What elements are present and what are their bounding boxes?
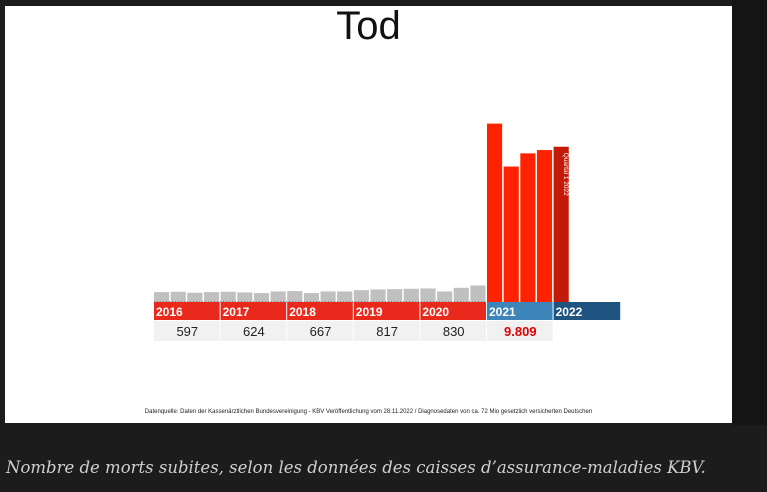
bar-2020-q4 [470,285,486,302]
bar-2017-q2 [237,292,253,302]
bar-2021-q2 [503,166,519,302]
bar-2019-q2 [370,289,386,302]
total-value-2017: 624 [243,324,265,339]
total-cell-2021 [487,321,553,341]
year-label-2016: 2016 [156,305,183,319]
total-value-2021: 9.809 [504,324,537,339]
bar-2021-q4 [536,150,553,302]
annotation-quartal-1-2022: Quartal 1 2022 [562,153,569,196]
right-dark-strip [732,0,767,425]
bar-2020-q2 [437,291,453,302]
year-band-2021 [487,302,553,320]
bar-2017-q3 [253,293,270,302]
year-label-2022: 2022 [556,305,583,319]
total-value-2020: 830 [443,324,465,339]
bar-2018-q2 [303,293,319,302]
bar-2016-q1 [154,292,170,302]
total-cell-2016 [154,321,220,341]
bar-2017-q1 [220,291,236,302]
bar-2019-q4 [403,288,419,302]
bar-2022-q1 [553,146,569,302]
chart-title: Tod [336,4,401,48]
total-cell-2020 [420,321,486,341]
bar-2019-q1 [353,290,369,302]
bar-2021-q1 [487,123,503,302]
year-band-2018 [287,302,353,320]
total-cell-2017 [220,321,287,341]
data-source-note: Datenquelle: Daten der Kassenärztlichen … [144,409,593,415]
total-cell-2019 [353,321,420,341]
year-band-2020 [420,302,486,320]
bar-2019-q3 [387,289,403,302]
bar-2018-q4 [337,291,353,302]
total-value-2016: 597 [176,324,198,339]
year-label-2020: 2020 [422,305,449,319]
bar-2021-q3 [520,153,536,302]
year-label-2017: 2017 [223,305,250,319]
bar-2016-q3 [187,292,203,302]
bar-2020-q3 [453,287,469,302]
total-value-2018: 667 [310,324,332,339]
total-value-2019: 817 [376,324,398,339]
figure-caption: Nombre de morts subites, selon les donné… [6,458,706,477]
bar-2020-q1 [420,288,436,302]
year-band-2016 [154,302,220,320]
bar-2016-q4 [203,292,220,302]
bar-2017-q4 [270,291,286,302]
year-band-2019 [353,302,420,320]
bar-chart: 2016 2017 2018 2019 2020 2021 2022 597 624 667 817… [154,123,621,341]
year-label-2021: 2021 [489,305,516,319]
year-band-2017 [220,302,287,320]
bar-2016-q2 [170,291,186,302]
year-label-2019: 2019 [356,305,383,319]
bar-2018-q3 [320,291,336,302]
chart-slide: Tod 2016 2017 2018 2019 2020 2021 2022 597 624 66… [5,4,732,423]
year-band-2022 [553,302,621,320]
year-label-2018: 2018 [289,305,316,319]
bar-2018-q1 [287,291,303,302]
total-cell-2018 [287,321,353,341]
